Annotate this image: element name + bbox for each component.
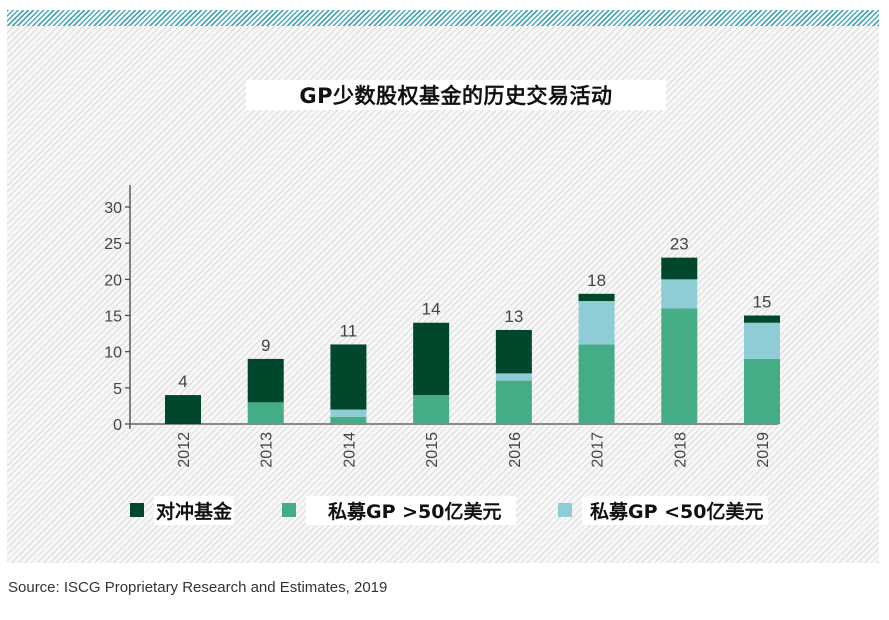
y-tick-label: 10: [104, 345, 122, 362]
bar-segment-2016-series-0: [495, 380, 532, 424]
bar-segment-2013-series-2: [247, 358, 284, 403]
legend-swatch-hedge-fund: [130, 503, 144, 517]
bar-segment-2015-series-2: [413, 322, 450, 396]
legend-label-hedge-fund: 对冲基金: [154, 495, 235, 525]
x-tick-label-2012: 2012: [176, 432, 193, 468]
x-tick-label-2019: 2019: [755, 432, 772, 468]
total-label-2019: 15: [753, 293, 772, 312]
x-axis: 2012 2013 2014 2015 2016 2017 2018 2019: [130, 423, 778, 468]
bar-segment-2017-series-0: [578, 344, 615, 424]
bar-segment-2017-series-1: [578, 301, 615, 345]
bar-segment-2017-series-2: [578, 293, 615, 302]
bar-segment-2016-series-1: [495, 373, 532, 381]
total-label-2016: 13: [504, 307, 523, 326]
decorative-top-band: [7, 10, 879, 26]
y-tick-label: 25: [104, 236, 122, 253]
total-label-2018: 23: [670, 235, 689, 254]
bar-segment-2018-series-1: [661, 279, 698, 309]
bar-segment-2014-series-2: [330, 344, 367, 410]
y-tick-label: 5: [113, 381, 122, 398]
legend-item-hedge-fund: 对冲基金: [130, 495, 235, 525]
x-tick-label-2014: 2014: [341, 432, 358, 468]
bar-segment-2018-series-2: [661, 257, 698, 280]
total-label-2017: 18: [587, 271, 606, 290]
x-tick-label-2015: 2015: [424, 432, 441, 468]
x-tick-label-2018: 2018: [672, 432, 689, 468]
x-tick-label-2016: 2016: [507, 432, 524, 468]
bar-segment-2014-series-1: [330, 409, 367, 417]
legend-label-large-gp: 私募GP >50亿美元: [306, 495, 516, 525]
bar-segment-2015-series-0: [413, 395, 450, 424]
total-labels-group: 4 9 11 14 13 18 23 15: [178, 235, 771, 391]
bar-segment-2014-series-0: [330, 416, 367, 424]
x-tick-label-2013: 2013: [259, 432, 276, 468]
total-label-2013: 9: [261, 336, 270, 355]
chart-title-box: GP少数股权基金的历史交易活动: [246, 80, 666, 110]
bar-segment-2018-series-0: [661, 308, 698, 424]
legend-item-small-gp: 私募GP <50亿美元: [558, 495, 768, 525]
y-tick-label: 0: [113, 417, 122, 434]
legend-swatch-small-gp: [558, 503, 572, 517]
y-tick-label: 15: [104, 309, 122, 326]
total-label-2015: 14: [422, 300, 441, 319]
total-label-2014: 11: [340, 321, 358, 340]
chart-title: GP少数股权基金的历史交易活动: [299, 84, 613, 108]
bar-segment-2019-series-2: [744, 315, 780, 323]
legend-item-large-gp: 私募GP >50亿美元: [282, 495, 516, 525]
x-tick-label-2017: 2017: [590, 432, 607, 468]
y-tick-label: 20: [104, 272, 122, 289]
source-note: Source: ISCG Proprietary Research and Es…: [8, 579, 388, 596]
bar-segment-2012-series-2: [165, 395, 201, 424]
bars-group: [165, 257, 780, 424]
y-axis: 0 5 10 15 20 25 30: [104, 185, 131, 434]
bar-segment-2013-series-0: [247, 402, 284, 424]
legend-label-small-gp: 私募GP <50亿美元: [582, 495, 768, 525]
bar-segment-2016-series-2: [495, 329, 532, 374]
bar-segment-2019-series-0: [744, 358, 780, 424]
y-tick-label: 30: [104, 200, 122, 217]
bar-segment-2019-series-1: [744, 322, 780, 359]
legend-swatch-large-gp: [282, 503, 296, 517]
chart-panel: [7, 26, 879, 563]
total-label-2012: 4: [178, 372, 187, 391]
